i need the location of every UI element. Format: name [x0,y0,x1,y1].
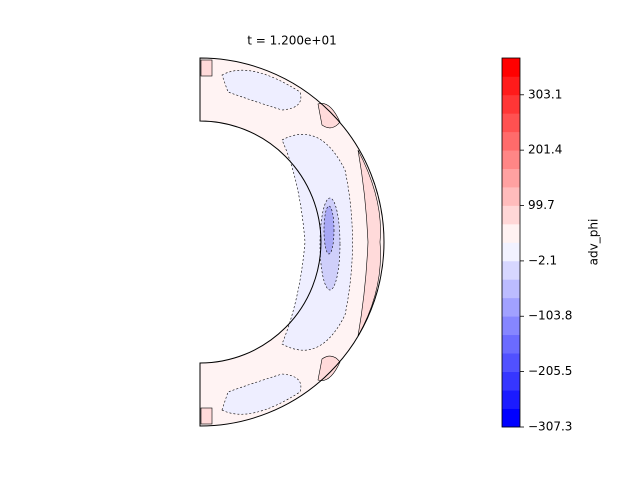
color-band [502,371,520,391]
color-band [502,316,520,336]
tick-label: −103.8 [528,309,572,323]
color-band [502,187,520,206]
color-band [502,94,520,114]
negative-region [221,69,302,111]
tick-label: −2.1 [528,253,557,267]
negative-region [221,373,302,415]
tick-label: −307.3 [528,420,572,434]
color-band [502,297,520,317]
shell-outline [199,57,385,427]
shell [200,58,384,426]
colorbar: −307.3 −205.5 −103.8 −2.1 99.7 201.4 303.1 [501,57,572,434]
color-band [502,408,520,428]
negative-core [323,205,335,255]
color-band [502,390,520,409]
negative-region [281,134,353,351]
color-band [502,113,520,133]
color-band [502,334,520,354]
positive-region [200,59,213,77]
color-band [502,242,520,262]
color-band [502,131,520,151]
colorbar-label: adv_phi [587,219,601,266]
chart-title: t = 1.200e+01 [247,34,336,48]
color-band [502,260,520,280]
tick-label: 201.4 [528,143,562,157]
color-band [502,150,520,169]
color-band [502,205,520,225]
positive-region [200,407,213,425]
color-band [502,168,520,188]
tick-label: 303.1 [528,87,562,101]
colorbar-frame [501,57,521,428]
meridional-plot [199,57,385,427]
color-band [502,224,520,243]
tick-label: −205.5 [528,364,572,378]
color-band [502,279,520,299]
color-band [502,353,520,372]
color-band [502,58,520,77]
tick-label: 99.7 [528,198,555,212]
color-band [502,76,520,96]
